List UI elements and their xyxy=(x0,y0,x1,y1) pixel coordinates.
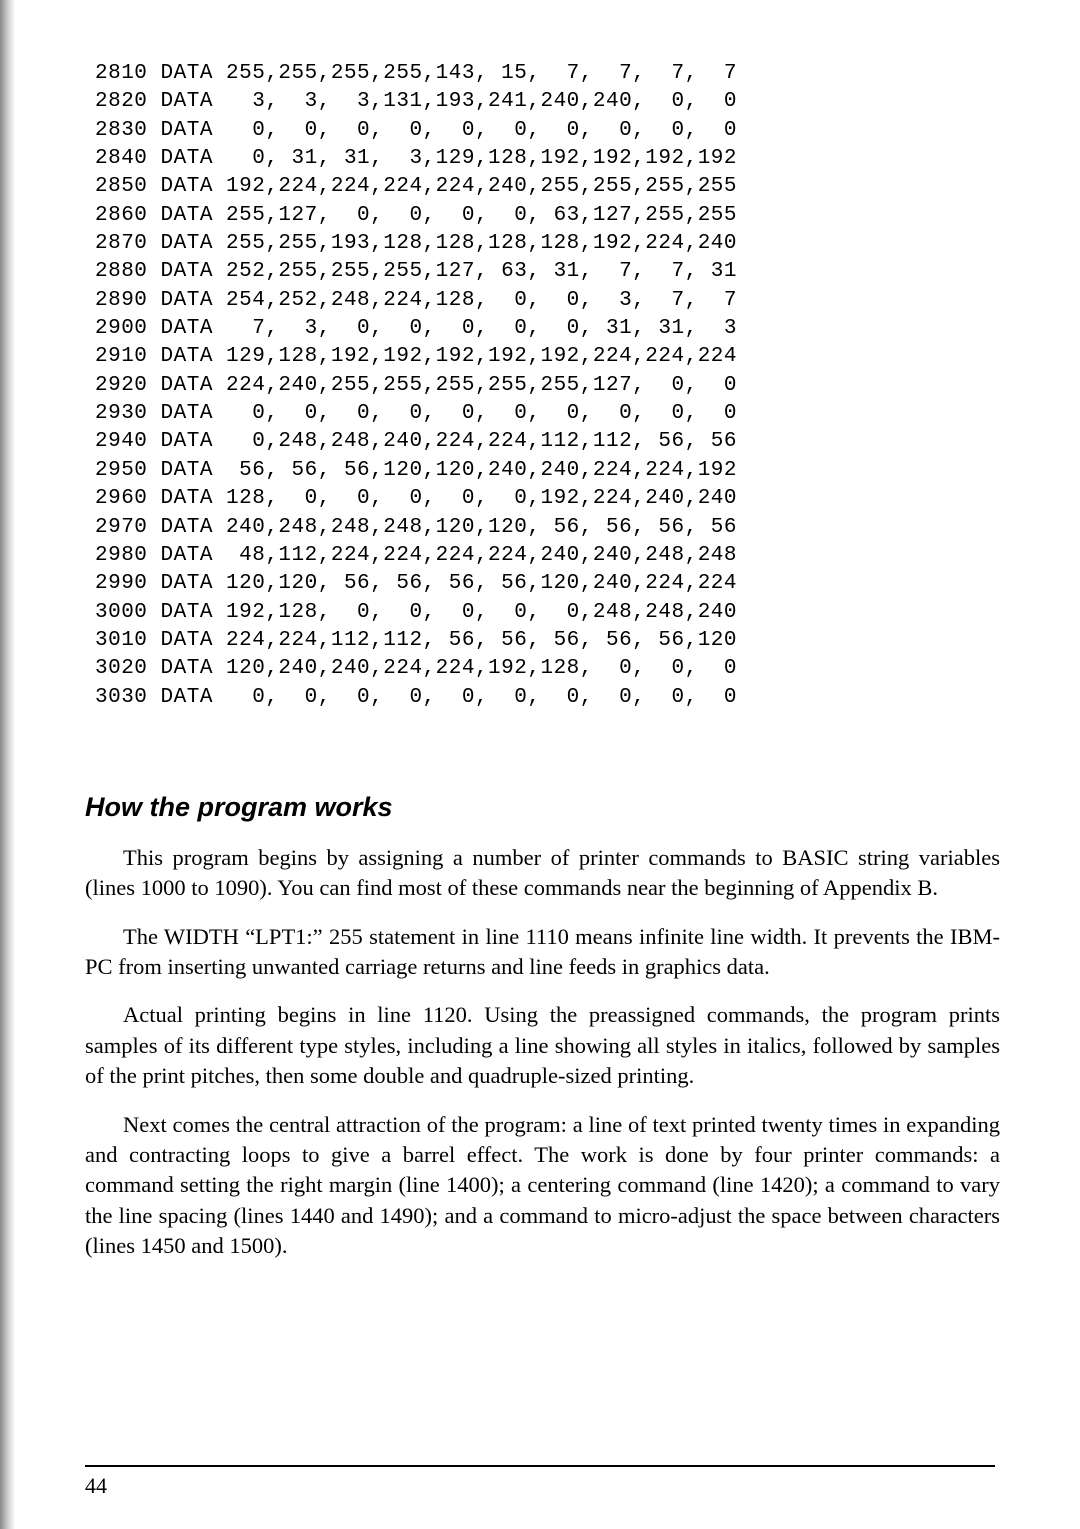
paragraph: Next comes the central attraction of the… xyxy=(85,1110,1000,1262)
page-spine xyxy=(0,0,15,1529)
paragraph: The WIDTH “LPT1:” 255 statement in line … xyxy=(85,922,1000,983)
paragraph: Actual printing begins in line 1120. Usi… xyxy=(85,1000,1000,1091)
code-line: 2870 DATA 255,255,193,128,128,128,128,19… xyxy=(95,232,737,255)
paragraph: This program begins by assigning a numbe… xyxy=(85,843,1000,904)
code-line: 2860 DATA 255,127, 0, 0, 0, 0, 63,127,25… xyxy=(95,204,737,227)
code-line: 2970 DATA 240,248,248,248,120,120, 56, 5… xyxy=(95,516,737,539)
code-line: 2810 DATA 255,255,255,255,143, 15, 7, 7,… xyxy=(95,62,737,85)
code-line: 2920 DATA 224,240,255,255,255,255,255,12… xyxy=(95,374,737,397)
code-line: 3030 DATA 0, 0, 0, 0, 0, 0, 0, 0, 0, 0 xyxy=(95,686,737,709)
section-heading: How the program works xyxy=(85,792,1000,823)
code-line: 2910 DATA 129,128,192,192,192,192,192,22… xyxy=(95,345,737,368)
code-line: 3000 DATA 192,128, 0, 0, 0, 0, 0,248,248… xyxy=(95,601,737,624)
code-line: 2960 DATA 128, 0, 0, 0, 0, 0,192,224,240… xyxy=(95,487,737,510)
code-line: 3010 DATA 224,224,112,112, 56, 56, 56, 5… xyxy=(95,629,737,652)
code-line: 2820 DATA 3, 3, 3,131,193,241,240,240, 0… xyxy=(95,90,737,113)
code-line: 2990 DATA 120,120, 56, 56, 56, 56,120,24… xyxy=(95,572,737,595)
code-listing: 2810 DATA 255,255,255,255,143, 15, 7, 7,… xyxy=(95,60,1000,712)
code-line: 2850 DATA 192,224,224,224,224,240,255,25… xyxy=(95,175,737,198)
code-line: 2940 DATA 0,248,248,240,224,224,112,112,… xyxy=(95,430,737,453)
code-line: 2900 DATA 7, 3, 0, 0, 0, 0, 0, 31, 31, 3 xyxy=(95,317,737,340)
prose-body: This program begins by assigning a numbe… xyxy=(85,843,1000,1262)
code-line: 2980 DATA 48,112,224,224,224,224,240,240… xyxy=(95,544,737,567)
code-line: 2840 DATA 0, 31, 31, 3,129,128,192,192,1… xyxy=(95,147,737,170)
code-line: 2830 DATA 0, 0, 0, 0, 0, 0, 0, 0, 0, 0 xyxy=(95,119,737,142)
code-line: 3020 DATA 120,240,240,224,224,192,128, 0… xyxy=(95,657,737,680)
code-line: 2890 DATA 254,252,248,224,128, 0, 0, 3, … xyxy=(95,289,737,312)
page-number: 44 xyxy=(85,1465,995,1499)
code-line: 2930 DATA 0, 0, 0, 0, 0, 0, 0, 0, 0, 0 xyxy=(95,402,737,425)
code-line: 2950 DATA 56, 56, 56,120,120,240,240,224… xyxy=(95,459,737,482)
code-line: 2880 DATA 252,255,255,255,127, 63, 31, 7… xyxy=(95,260,737,283)
